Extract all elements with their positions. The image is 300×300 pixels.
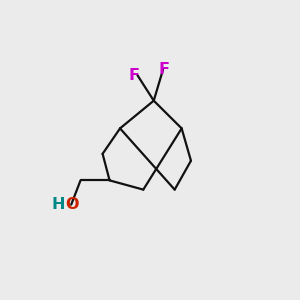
Text: F: F	[159, 62, 170, 77]
Text: F: F	[128, 68, 140, 83]
Text: O: O	[66, 197, 79, 212]
Text: H: H	[52, 197, 65, 212]
